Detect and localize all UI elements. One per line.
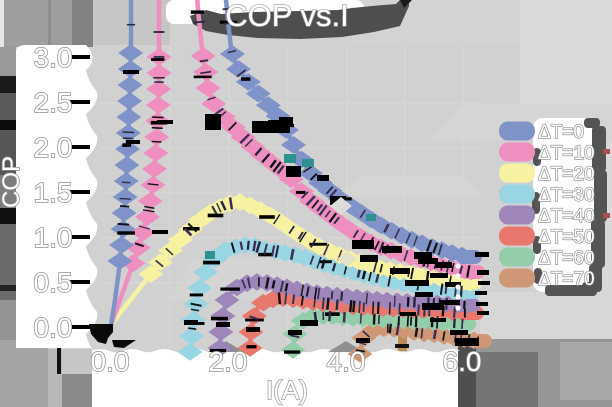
svg-text:ΔT=30: ΔT=30 — [538, 185, 595, 206]
svg-text:1.0: 1.0 — [34, 222, 73, 253]
svg-text:ΔT=20: ΔT=20 — [538, 164, 595, 185]
svg-text:ΔT=60: ΔT=60 — [538, 248, 595, 269]
svg-text:6.0: 6.0 — [443, 346, 482, 377]
svg-text:COP vs.I: COP vs.I — [225, 0, 348, 33]
svg-text:0.0: 0.0 — [34, 312, 73, 343]
svg-text:1.5: 1.5 — [34, 177, 73, 208]
svg-text:ΔT=40: ΔT=40 — [538, 206, 595, 227]
svg-text:ΔT=10: ΔT=10 — [538, 143, 595, 164]
svg-text:0.5: 0.5 — [34, 267, 73, 298]
svg-text:0.0: 0.0 — [91, 346, 130, 377]
svg-text:COP: COP — [0, 156, 25, 208]
svg-text:2.0: 2.0 — [34, 132, 73, 163]
svg-text:2.5: 2.5 — [34, 87, 73, 118]
svg-text:ΔT=50: ΔT=50 — [538, 227, 595, 248]
svg-text:ΔT=70: ΔT=70 — [538, 269, 595, 290]
svg-text:2.0: 2.0 — [209, 346, 248, 377]
svg-text:ΔT=0: ΔT=0 — [538, 122, 584, 143]
svg-text:I(A): I(A) — [266, 375, 308, 405]
svg-text:3.0: 3.0 — [34, 42, 73, 73]
svg-text:4.0: 4.0 — [327, 346, 366, 377]
